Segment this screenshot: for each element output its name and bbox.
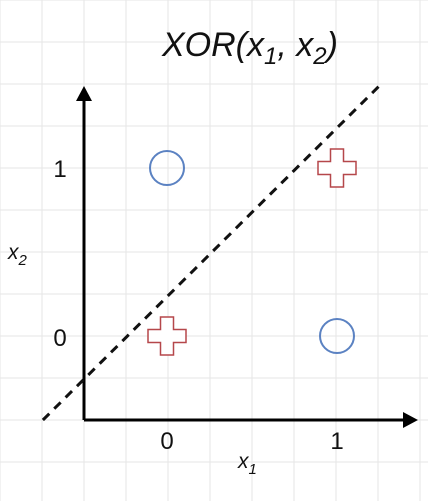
circle-icon: [149, 150, 185, 186]
x-axis-label: x1: [237, 450, 257, 478]
y-tick-0: 0: [53, 325, 66, 352]
circle-icon: [319, 318, 355, 354]
x-tick-1: 1: [330, 428, 343, 455]
diagram-title: XOR(x1, x2): [161, 26, 338, 70]
plus-icon: [147, 316, 187, 356]
plus-icon: [317, 148, 357, 188]
x-tick-0: 0: [160, 428, 173, 455]
x-axis-arrowhead-icon: [403, 412, 418, 428]
y-axis-label: x2: [7, 241, 28, 269]
y-tick-1: 1: [53, 156, 66, 183]
y-axis-arrowhead-icon: [76, 86, 92, 101]
data-points: [147, 148, 357, 356]
